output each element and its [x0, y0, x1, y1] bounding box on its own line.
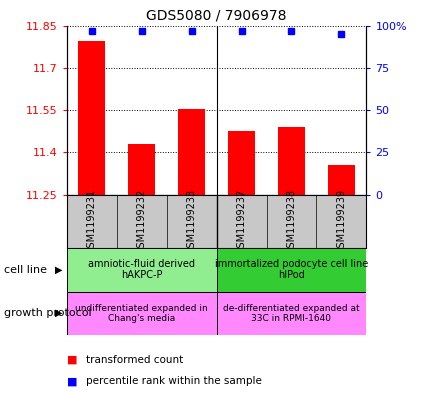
Bar: [216, 292, 366, 335]
Text: percentile rank within the sample: percentile rank within the sample: [86, 376, 261, 386]
Text: growth protocol: growth protocol: [4, 308, 92, 318]
Bar: [67, 292, 216, 335]
Text: de-differentiated expanded at
33C in RPMI-1640: de-differentiated expanded at 33C in RPM…: [223, 303, 359, 323]
Text: GSM1199232: GSM1199232: [136, 188, 146, 254]
Text: ▶: ▶: [55, 264, 62, 275]
Text: undifferentiated expanded in
Chang's media: undifferentiated expanded in Chang's med…: [75, 303, 208, 323]
Text: GSM1199239: GSM1199239: [335, 189, 346, 253]
Bar: [227, 131, 255, 195]
Bar: [216, 248, 366, 292]
Text: GSM1199231: GSM1199231: [86, 189, 97, 253]
Bar: [78, 41, 105, 195]
Bar: [67, 248, 216, 292]
Text: immortalized podocyte cell line
hIPod: immortalized podocyte cell line hIPod: [214, 259, 367, 280]
Text: GSM1199233: GSM1199233: [186, 189, 196, 253]
Bar: [128, 144, 155, 195]
Text: ▶: ▶: [55, 308, 62, 318]
Text: GSM1199237: GSM1199237: [236, 188, 246, 254]
Text: GSM1199238: GSM1199238: [286, 189, 296, 253]
Text: transformed count: transformed count: [86, 354, 183, 365]
Bar: [178, 108, 205, 195]
Text: cell line: cell line: [4, 264, 47, 275]
Bar: [277, 127, 304, 195]
Bar: [327, 165, 354, 195]
Text: amniotic-fluid derived
hAKPC-P: amniotic-fluid derived hAKPC-P: [88, 259, 195, 280]
Title: GDS5080 / 7906978: GDS5080 / 7906978: [146, 9, 286, 23]
Text: ■: ■: [67, 376, 77, 386]
Text: ■: ■: [67, 354, 77, 365]
